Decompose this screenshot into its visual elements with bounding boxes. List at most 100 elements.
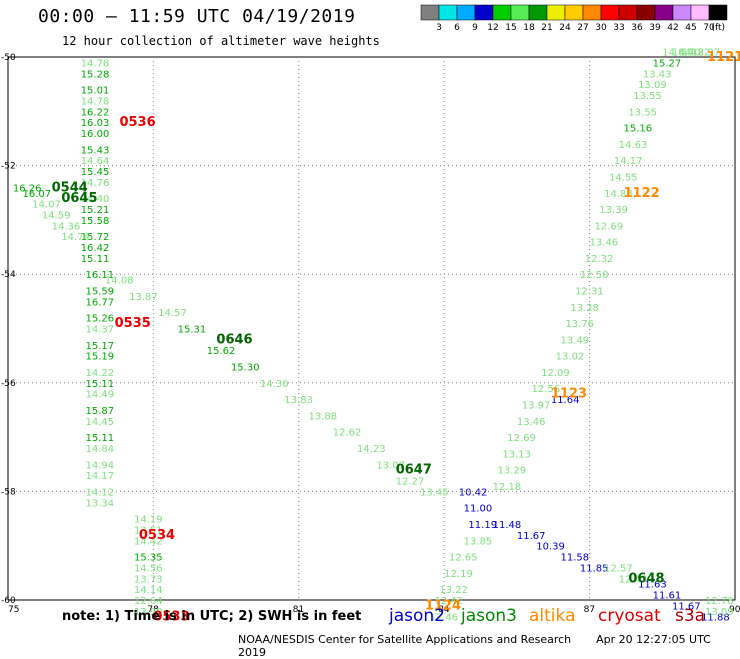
wave-height-point: 11.88 [701,612,730,623]
wave-height-point: 14.64 [81,156,110,167]
wave-height-point: 13.45 [420,487,449,498]
wave-height-point: 13.87 [129,292,158,303]
colorbar-swatch [528,4,548,21]
page-title: 00:00 – 11:59 UTC 04/19/2019 [38,6,356,27]
time-label: 0646 [216,332,252,347]
wave-height-point: 12.46 [430,612,459,623]
wave-height-point: 14.17 [614,156,643,167]
wave-height-point: 15.87 [86,406,115,417]
wave-height-point: 15.21 [81,205,110,216]
wave-height-point: 13.46 [517,417,546,428]
wave-height-point: 15.59 [86,286,115,297]
time-label: 0533 [153,609,189,624]
wave-height-point: 12.42 [435,596,464,607]
wave-height-point: 14.40 [81,194,110,205]
wave-height-point: 13.88 [308,411,337,422]
wave-height-point: 16.77 [86,297,115,308]
colorbar-label: 33 [613,23,624,33]
wave-height-point: 14.76 [81,178,110,189]
colorbar-label: 30 [595,23,607,33]
colorbar-swatch [564,4,584,21]
wave-height-point: 16.22 [81,107,110,118]
wave-height-point: 13.22 [439,585,468,596]
time-label: 1122 [624,186,660,201]
wave-height-point: 14.08 [105,276,134,287]
wave-height-point: 12.09 [541,368,570,379]
wave-height-point: 14.19 [134,515,163,526]
wave-height-point: 14.07 [32,200,61,211]
wave-height-point: 13.97 [522,401,551,412]
wave-height-point: 15.28 [81,69,110,80]
time-label: 0536 [119,115,155,130]
wave-height-point: 13.43 [643,69,672,80]
wave-height-point: 14.74 [61,232,90,243]
colorbar-swatch [672,4,692,21]
page-subtitle: 12 hour collection of altimeter wave hei… [62,34,380,48]
x-tick-label: 84 [438,605,450,615]
wave-height-point: 12.31 [575,286,604,297]
y-tick-label: -56 [1,379,16,389]
wave-height-point: 15.58 [81,216,110,227]
time-label: 0534 [139,528,175,543]
wave-height-point: 12.69 [507,433,536,444]
y-tick-label: -52 [1,162,16,172]
x-tick-label: 75 [8,605,19,615]
wave-height-point: 12.32 [585,254,614,265]
legend-s3a: s3a [675,606,706,626]
wave-height-point: 13.55 [628,107,657,118]
wave-height-point: 15.11 [81,254,110,265]
wave-height-point: 16.26 [13,183,42,194]
wave-height-point: 16.03 [81,118,110,129]
wave-height-point: 13.55 [633,91,662,102]
colorbar-label: 3 [436,23,442,33]
colorbar-label: 9 [472,23,478,33]
wave-height-point: 12.65 [449,553,478,564]
wave-height-point: 13.83 [284,395,313,406]
footer-credit: NOAA/NESDIS Center for Satellite Applica… [238,633,740,659]
wave-height-point: 12.18 [493,482,522,493]
wave-height-point: 12.50 [580,270,609,281]
colorbar-swatch [474,4,494,21]
wave-height-point: 12.78 [705,596,734,607]
wave-height-point: 14.63 [619,140,648,151]
wave-height-point: 13.76 [565,319,594,330]
wave-height-point: 16.00 [81,129,110,140]
colorbar-swatch [546,4,566,21]
colorbar-label: 21 [541,23,552,33]
wave-height-point: 15.62 [207,346,236,357]
time-label: 1123 [551,387,587,402]
wave-height-point: 16.42 [81,243,110,254]
wave-height-point: 14.22 [682,48,711,59]
colorbar-swatch [708,4,728,21]
wave-height-point: 11.67 [672,601,701,612]
wave-height-point: 14.94 [86,460,115,471]
colorbar-swatch [690,4,710,21]
wave-height-point: 14.12 [86,487,115,498]
wave-height-point: 15.35 [134,553,163,564]
wave-height-point: 11.58 [561,553,590,564]
colorbar-swatch [492,4,512,21]
wave-height-point: 14.37 [86,325,115,336]
wave-height-point: 14.88 [604,189,633,200]
wave-height-point: 13.99 [134,607,163,618]
wave-height-point: 14.56 [134,563,163,574]
wave-height-point: 14.22 [86,368,115,379]
wave-height-point: 11.67 [517,531,546,542]
wave-height-point: 10.42 [459,487,488,498]
wave-height-point: 11.48 [493,520,522,531]
wave-height-point: 13.73 [134,574,163,585]
wave-height-point: 15.17 [86,341,115,352]
y-tick-label: -60 [1,596,16,606]
wave-height-point: 15.27 [653,58,682,69]
wave-height-point: 15.11 [86,433,115,444]
wave-height-point: 13.07 [376,460,405,471]
wave-height-point: 15.16 [624,124,653,135]
wave-height-point: 14.55 [609,172,638,183]
wave-height-point: 15.45 [81,167,110,178]
legend-cryosat: cryosat [598,606,661,626]
wave-height-point: 14.36 [52,221,81,232]
wave-height-point: 14.30 [260,379,289,390]
wave-height-point: 11.85 [580,563,609,574]
wave-height-point: 15.31 [178,325,207,336]
